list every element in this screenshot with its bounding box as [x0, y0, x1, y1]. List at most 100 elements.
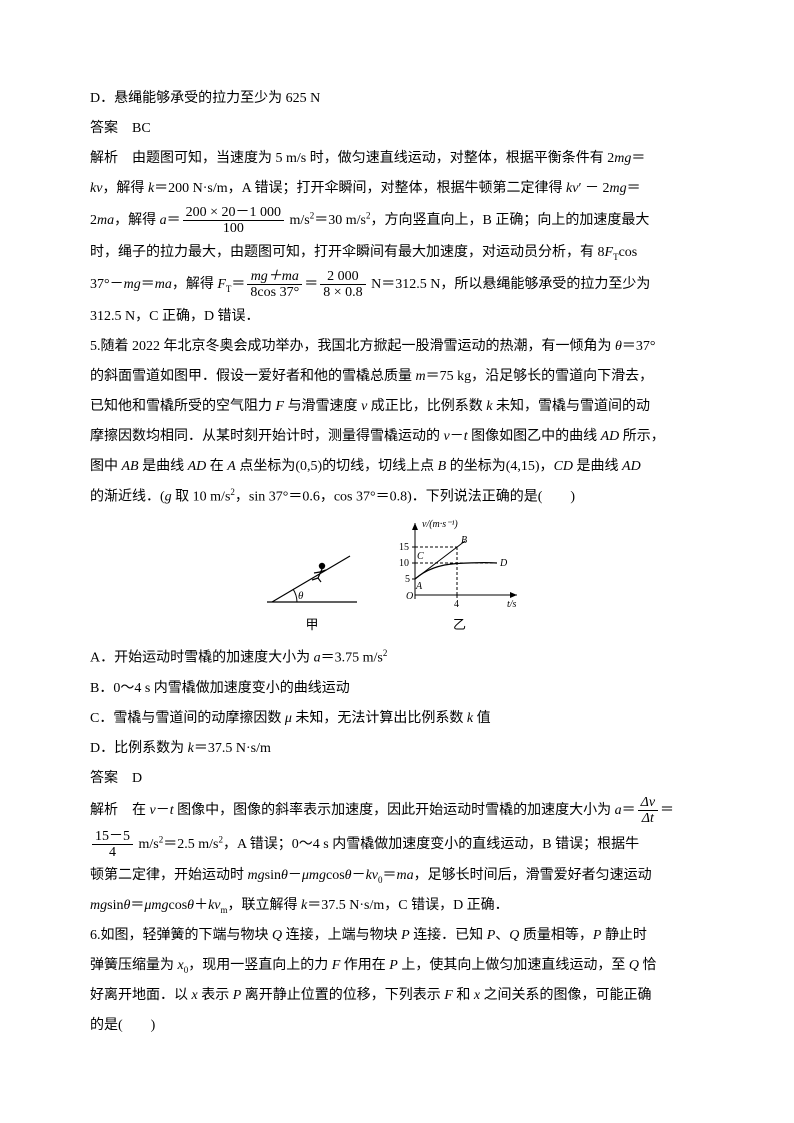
text: ＝30 m/s	[314, 213, 366, 228]
xtick-4: 4	[454, 599, 459, 610]
text: 5.随着 2022 年北京冬奥会成功举办，我国北方掀起一股滑雪运动的热潮，有一倾…	[90, 339, 615, 354]
text: ＝2.5 m/s	[163, 837, 218, 852]
option-d-text: D．悬绳能够承受的拉力至少为 625 N	[90, 85, 704, 113]
q5-line6: 的渐近线．(g 取 10 m/s2，sin 37°＝0.6，cos 37°＝0.…	[90, 483, 704, 512]
x-axis-label: t/s	[507, 599, 517, 610]
analysis-2-line2: 15－54 m/s2＝2.5 m/s2，A 错误；0～4 s 内雪橇做加速度变小…	[90, 829, 704, 861]
text: －	[352, 868, 366, 883]
q5-option-c: C．雪橇与雪道间的动摩擦因数 μ 未知，无法计算出比例系数 k 值	[90, 705, 704, 733]
text: 质量相等，	[519, 928, 593, 943]
vt-graph: v/(m·s⁻¹) t/s O 5 10 15 4 A B C D	[387, 517, 532, 612]
text: 离开静止位置的位移，下列表示	[241, 988, 444, 1003]
text: －	[450, 429, 464, 444]
answer-label: 答案	[90, 771, 118, 786]
text: ，解得	[172, 277, 218, 292]
fraction-4: 15－54	[92, 829, 133, 861]
answer-value: D	[132, 771, 142, 786]
text: 恰	[639, 958, 657, 973]
text: 在	[132, 803, 150, 818]
text: cos	[169, 898, 188, 913]
text: 在	[206, 459, 227, 474]
text: ＝	[130, 898, 144, 913]
text: 静止时	[601, 928, 647, 943]
fraction-dv-dt: ΔvΔt	[638, 795, 658, 827]
text: 所示，	[619, 429, 665, 444]
denominator: 100	[183, 221, 284, 236]
text: ＝	[231, 277, 245, 292]
text: 连接．已知	[410, 928, 487, 943]
text: ，足够长时间后，滑雪爱好者匀速运动	[414, 868, 652, 883]
text: ＝3.75 m/s	[321, 651, 383, 666]
text: ＋	[194, 898, 208, 913]
ytick-5: 5	[405, 574, 410, 585]
text: 2	[90, 213, 97, 228]
text: cos	[326, 868, 345, 883]
text: 成正比，比例系数	[367, 399, 486, 414]
q6-line4: 的是( )	[90, 1012, 704, 1040]
text: 时，绳子的拉力最大，由题图可知，打开伞瞬间有最大加速度，对运动员分析，有 8	[90, 245, 605, 260]
denominator: 8 × 0.8	[320, 285, 365, 300]
text: 的坐标为(4,15)，	[446, 459, 553, 474]
caption-yi: 乙	[387, 612, 532, 638]
text: 好离开地面．以	[90, 988, 192, 1003]
text: 已知他和雪橇所受的空气阻力	[90, 399, 276, 414]
text: 顿第二定律，开始运动时	[90, 868, 248, 883]
q6-line2: 弹簧压缩量为 x0，现用一竖直向上的力 F 作用在 P 上，使其向上做匀加速直线…	[90, 952, 704, 980]
incline-diagram: θ	[262, 542, 362, 612]
text: ，方向竖直向上，B 正确；向上的加速度最大	[371, 213, 650, 228]
text: 之间关系的图像，可能正确	[480, 988, 652, 1003]
text: ，sin 37°＝0.6，cos 37°＝0.8)．下列说法正确的是( )	[235, 489, 575, 504]
text: 点坐标为(0,5)的切线，切线上点	[236, 459, 438, 474]
text: ＝	[167, 213, 181, 228]
text: sin	[107, 898, 123, 913]
answer-value: BC	[132, 121, 151, 136]
analysis-1-line4: 时，绳子的拉力最大，由题图可知，打开伞瞬间有最大加速度，对运动员分析，有 8FT…	[90, 239, 704, 267]
analysis-2-line4: mgsinθ＝μmgcosθ＋kvm，联立解得 k＝37.5 N·s/m，C 错…	[90, 892, 704, 920]
analysis-1-line3: 2ma，解得 a＝200 × 20－1 000100 m/s2＝30 m/s2，…	[90, 205, 704, 237]
text: ＝37.5 N·s/m，C 错误，D 正确．	[307, 898, 508, 913]
point-c: C	[417, 551, 424, 562]
numerator: mg＋ma	[251, 269, 299, 284]
text: 表示	[198, 988, 233, 1003]
text: ＝	[304, 277, 318, 292]
analysis-2-line3: 顿第二定律，开始运动时 mgsinθ－μmgcosθ－kv0＝ma，足够长时间后…	[90, 862, 704, 890]
answer-2: 答案 D	[90, 765, 704, 793]
denominator: 4	[92, 845, 133, 860]
text: 和	[453, 988, 474, 1003]
text: 摩擦因数均相同．从某时刻开始计时，测量得雪橇运动的	[90, 429, 444, 444]
figure-yi: v/(m·s⁻¹) t/s O 5 10 15 4 A B C D	[387, 517, 532, 638]
text: 由题图可知，当速度为 5 m/s 时，做匀速直线运动，对整体，根据平衡条件有 2	[132, 151, 614, 166]
text: ＝37°	[622, 339, 656, 354]
q5-line3: 已知他和雪橇所受的空气阻力 F 与滑雪速度 v 成正比，比例系数 k 未知，雪橇…	[90, 393, 704, 421]
answer-label: 答案	[90, 121, 118, 136]
text: C．雪橇与雪道间的动摩擦因数	[90, 711, 285, 726]
text: sin	[265, 868, 281, 883]
text: D．比例系数为	[90, 741, 188, 756]
q6-line3: 好离开地面．以 x 表示 P 离开静止位置的位移，下列表示 F 和 x 之间关系…	[90, 982, 704, 1010]
theta-label: θ	[298, 590, 304, 602]
analysis-1-line6: 312.5 N，C 正确，D 错误．	[90, 303, 704, 331]
fraction-1: 200 × 20－1 000100	[183, 205, 284, 237]
figure-row: θ 甲 v/(m·s⁻¹) t/s O 5 10 15	[90, 517, 704, 638]
q6-line1: 6.如图，轻弹簧的下端与物块 Q 连接，上端与物块 P 连接．已知 P、Q 质量…	[90, 922, 704, 950]
fraction-3: 2 0008 × 0.8	[320, 269, 365, 301]
q5-option-a: A．开始运动时雪橇的加速度大小为 a＝3.75 m/s2	[90, 644, 704, 673]
text: ，解得	[102, 181, 148, 196]
text: ，联立解得	[228, 898, 302, 913]
text: N＝312.5 N，所以悬绳能够承受的拉力至少为	[368, 277, 651, 292]
text: 的渐近线．(	[90, 489, 165, 504]
q5-line4: 摩擦因数均相同．从某时刻开始计时，测量得雪橇运动的 v－t 图像如图乙中的曲线 …	[90, 423, 704, 451]
text: 与滑雪速度	[284, 399, 361, 414]
text: ＝75 kg，沿足够长的雪道向下滑去，	[426, 369, 654, 384]
origin-label: O	[406, 591, 413, 602]
text: 的斜面雪道如图甲．假设一爱好者和他的雪橇总质量	[90, 369, 416, 384]
text: 值	[473, 711, 491, 726]
text: ＝	[383, 868, 397, 883]
text: ＝	[660, 803, 674, 818]
text: m/s	[286, 213, 310, 228]
text: 是曲线	[139, 459, 188, 474]
answer-1: 答案 BC	[90, 115, 704, 143]
text: ＝	[627, 181, 641, 196]
analysis-label: 解析	[90, 151, 118, 166]
q5-line5: 图中 AB 是曲线 AD 在 A 点坐标为(0,5)的切线，切线上点 B 的坐标…	[90, 453, 704, 481]
